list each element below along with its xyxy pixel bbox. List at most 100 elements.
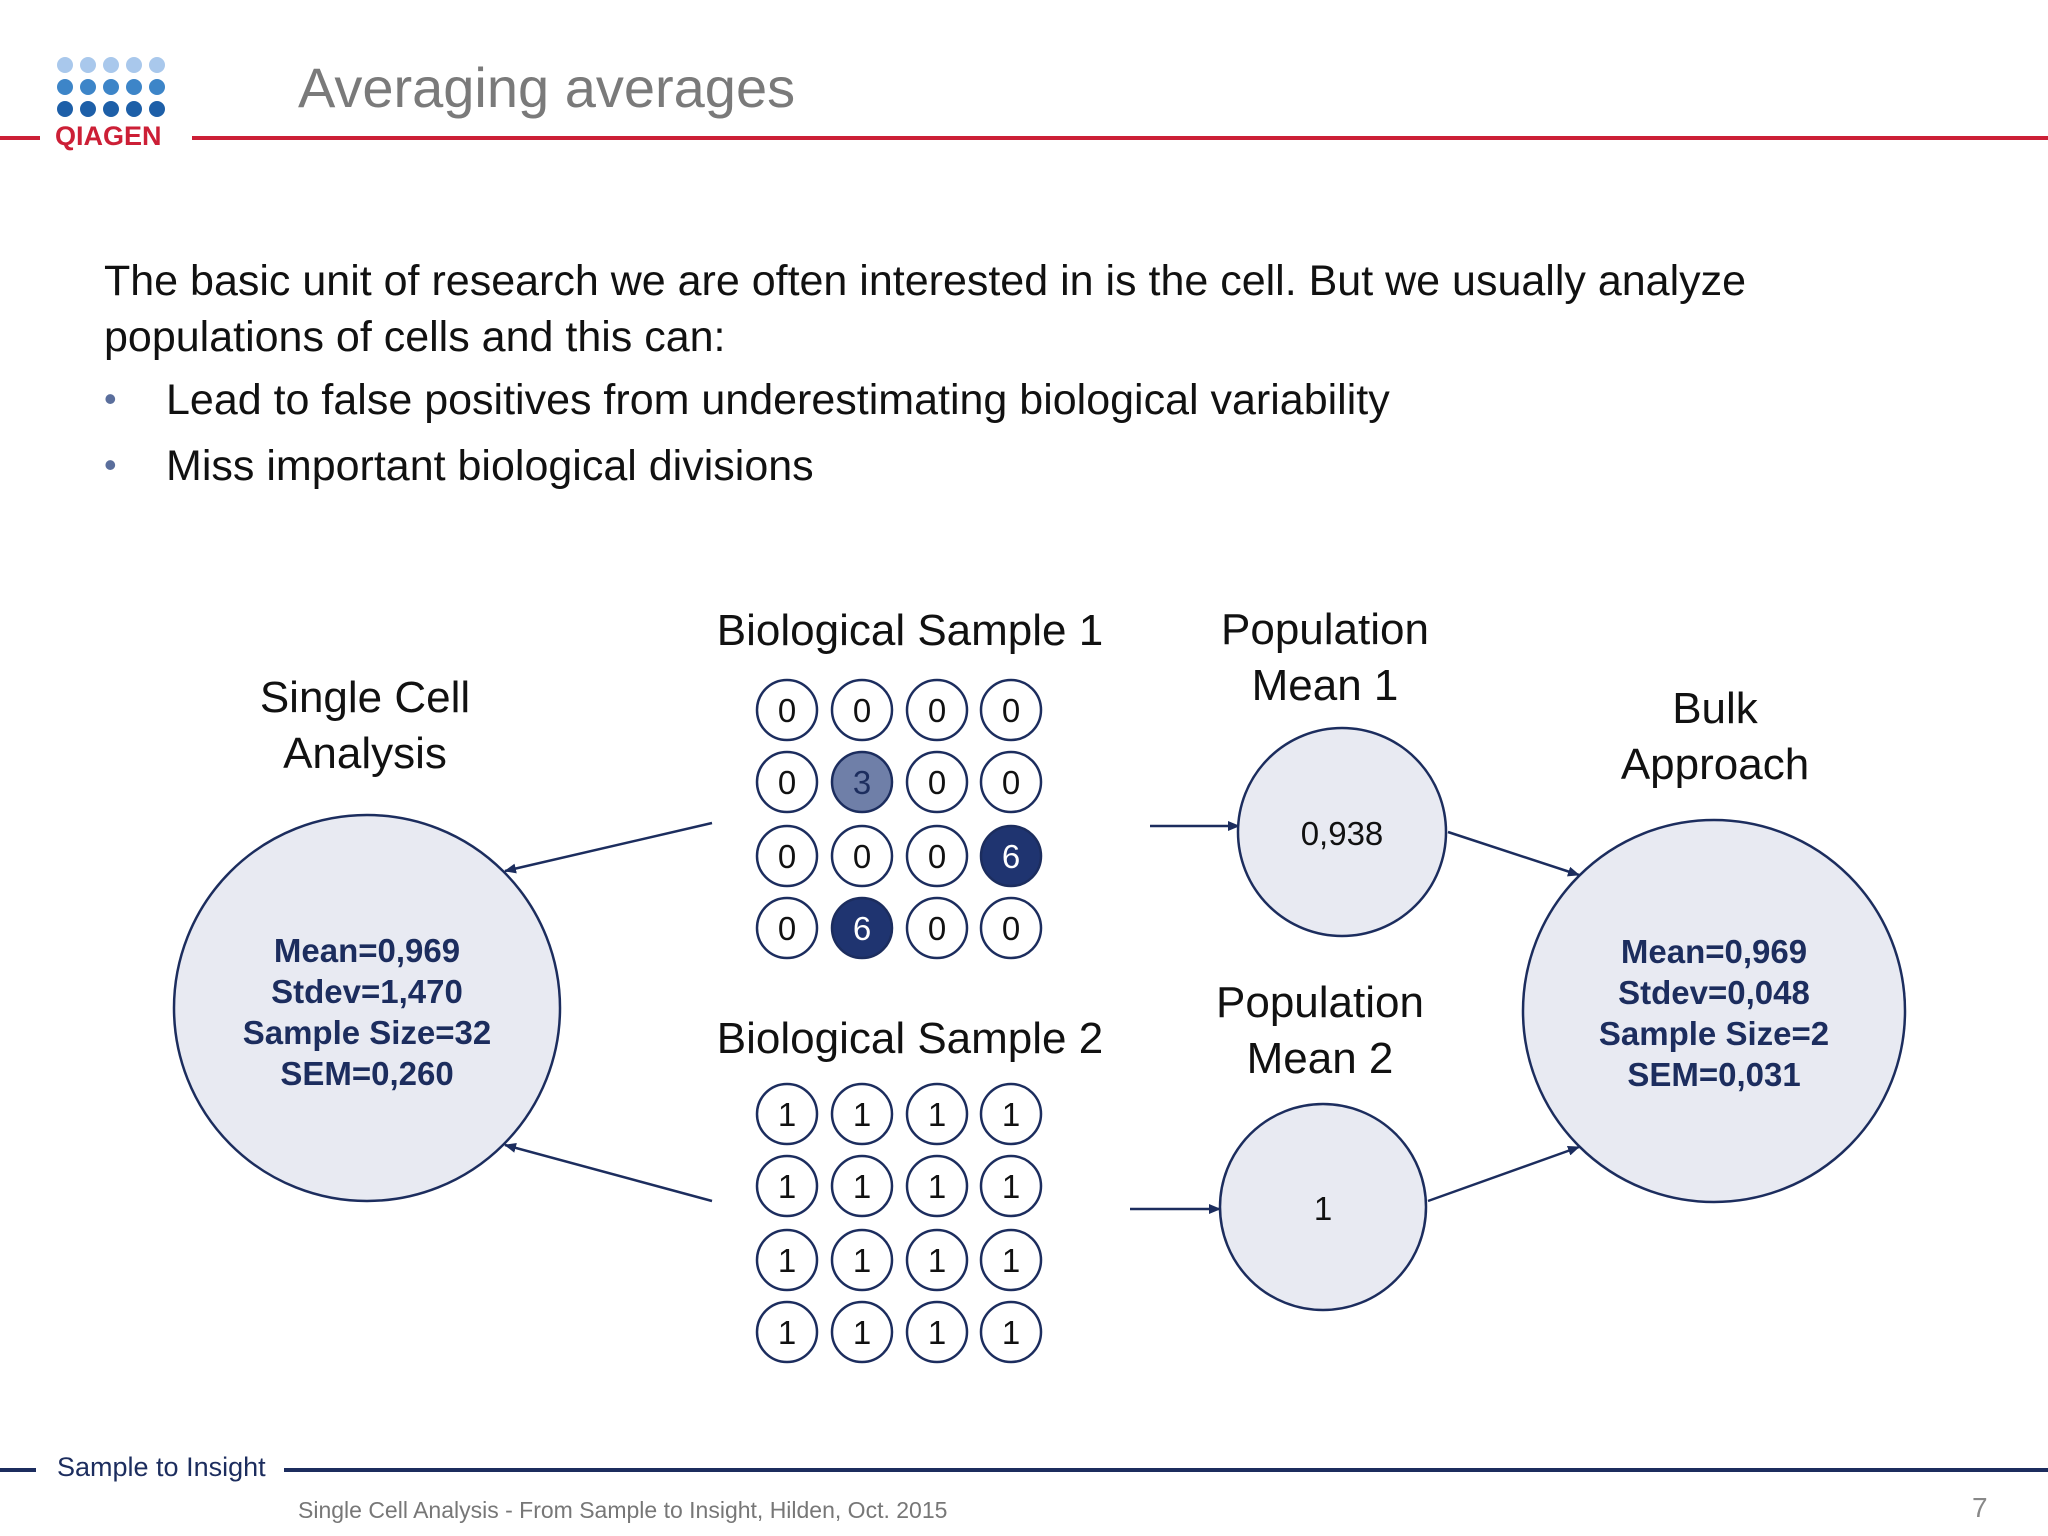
slide-title: Averaging averages — [298, 56, 796, 119]
bulk-sample-size: Sample Size=2 — [1599, 1015, 1829, 1052]
cell-circle — [755, 1154, 819, 1218]
cell-value: 0 — [928, 764, 946, 801]
logo-text: QIAGEN — [55, 121, 162, 151]
sample2-label: Biological Sample 2 — [716, 1014, 1104, 1063]
cell-value: 1 — [928, 1314, 946, 1351]
pop-mean1-label-line1: Population — [1221, 605, 1429, 654]
cell-value: 1 — [853, 1314, 871, 1351]
cell-circle — [905, 1300, 969, 1364]
cell-value: 0 — [1002, 764, 1020, 801]
pop-mean1-label-line2: Mean 1 — [1251, 661, 1399, 710]
pop-mean2-value: 1 — [1314, 1190, 1332, 1227]
bullet-icon: • — [104, 378, 117, 419]
cell-value: 1 — [928, 1096, 946, 1133]
pop-mean1-label: Population Mean 1 — [1170, 602, 1480, 714]
bullet-icon: • — [104, 444, 117, 485]
cell-value: 1 — [853, 1242, 871, 1279]
qiagen-logo: QIAGEN — [55, 57, 165, 151]
cell-circle — [755, 678, 819, 742]
cell-value: 1 — [1002, 1096, 1020, 1133]
cell-value: 3 — [853, 764, 871, 801]
cell-circle — [830, 750, 894, 814]
footer-tagline: Sample to Insight — [57, 1452, 266, 1482]
cell-value: 1 — [778, 1168, 796, 1205]
cell-circle — [830, 1228, 894, 1292]
cell-circle — [905, 824, 969, 888]
cell-circle — [979, 896, 1043, 960]
single-cell-label-line2: Analysis — [283, 729, 447, 778]
cell-value: 0 — [928, 838, 946, 875]
cell-circle — [979, 678, 1043, 742]
cell-circle — [979, 824, 1043, 888]
footer-rule — [284, 1468, 2048, 1472]
bulk-sem: SEM=0,031 — [1627, 1056, 1800, 1093]
cell-circle — [830, 1300, 894, 1364]
single-cell-sample-size: Sample Size=32 — [243, 1014, 492, 1051]
cell-value: 0 — [853, 838, 871, 875]
single-cell-label: Single Cell Analysis — [215, 670, 515, 782]
pop-mean2-label-line1: Population — [1216, 978, 1424, 1027]
footer-rule — [0, 1468, 36, 1472]
bulk-label: Bulk Approach — [1565, 681, 1865, 793]
intro-text: The basic unit of research we are often … — [104, 257, 1747, 361]
arrow-sample2-to-single-cell — [504, 1143, 713, 1203]
pop-mean1-circle — [1236, 726, 1448, 938]
page-number: 7 — [1972, 1492, 1988, 1523]
arrow-pop-mean1-to-bulk — [1447, 830, 1580, 877]
cell-circle — [755, 824, 819, 888]
header-rule — [0, 136, 40, 140]
cell-circle — [755, 1300, 819, 1364]
bulk-label-line1: Bulk — [1672, 684, 1758, 733]
cell-value: 1 — [1002, 1314, 1020, 1351]
cell-value: 0 — [778, 838, 796, 875]
single-cell-sem: SEM=0,260 — [280, 1055, 453, 1092]
cell-circle — [979, 1300, 1043, 1364]
cell-value: 0 — [928, 910, 946, 947]
bulk-circle — [1521, 818, 1907, 1204]
cell-circle — [905, 1082, 969, 1146]
header-rule — [192, 136, 2048, 140]
cell-circle — [979, 1228, 1043, 1292]
pop-mean2-label-line2: Mean 2 — [1246, 1034, 1394, 1083]
cell-circle — [830, 824, 894, 888]
bullet-text: Lead to false positives from underestima… — [166, 376, 1390, 424]
sample2-cell-grid: 1 1 1 1 1 1 1 1 1 1 1 1 1 1 1 1 — [755, 1082, 1043, 1364]
cell-value: 0 — [1002, 910, 1020, 947]
cell-circle — [755, 1228, 819, 1292]
cell-value: 1 — [928, 1242, 946, 1279]
single-cell-mean: Mean=0,969 — [274, 932, 460, 969]
cell-circle — [830, 896, 894, 960]
pop-mean2-circle — [1218, 1102, 1428, 1312]
cell-circle — [830, 1082, 894, 1146]
bulk-label-line2: Approach — [1620, 740, 1810, 789]
cell-value: 1 — [1002, 1168, 1020, 1205]
cell-circle — [905, 1228, 969, 1292]
single-cell-stdev: Stdev=1,470 — [271, 973, 463, 1010]
pop-mean1-value: 0,938 — [1301, 815, 1384, 852]
cell-value: 6 — [853, 910, 871, 947]
cell-circle — [905, 750, 969, 814]
cell-value: 0 — [928, 692, 946, 729]
cell-value: 1 — [1002, 1242, 1020, 1279]
cell-value: 1 — [778, 1096, 796, 1133]
cell-circle — [905, 678, 969, 742]
cell-value: 1 — [778, 1242, 796, 1279]
cell-circle — [979, 1082, 1043, 1146]
arrow-pop-mean2-to-bulk — [1427, 1145, 1580, 1203]
bulk-stdev: Stdev=0,048 — [1618, 974, 1810, 1011]
bulk-mean: Mean=0,969 — [1621, 933, 1807, 970]
cell-value: 1 — [853, 1096, 871, 1133]
cell-value: 0 — [778, 764, 796, 801]
cell-value: 0 — [778, 692, 796, 729]
cell-circle — [905, 1154, 969, 1218]
cell-circle — [979, 1154, 1043, 1218]
cell-circle — [755, 896, 819, 960]
cell-circle — [830, 678, 894, 742]
single-cell-label-line1: Single Cell — [259, 673, 471, 722]
cell-value: 0 — [778, 910, 796, 947]
pop-mean2-label: Population Mean 2 — [1165, 975, 1475, 1087]
cell-circle — [830, 1154, 894, 1218]
sample1-cell-grid: 0 0 0 0 0 3 0 0 0 0 0 6 0 6 0 0 — [755, 678, 1043, 960]
cell-value: 1 — [853, 1168, 871, 1205]
